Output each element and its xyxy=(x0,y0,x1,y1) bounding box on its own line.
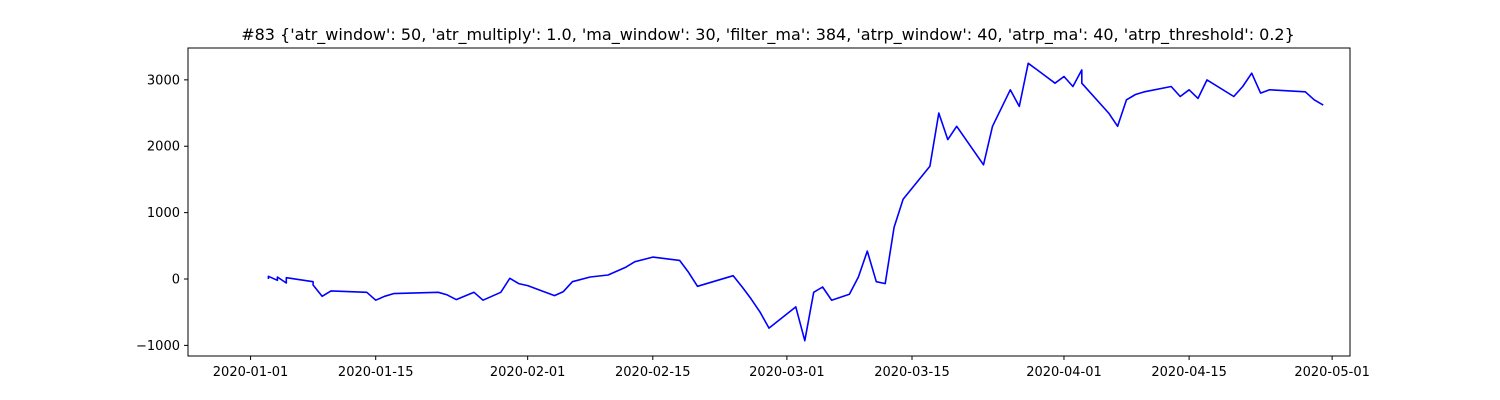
x-tick-label: 2020-05-01 xyxy=(1294,365,1370,380)
series-line-0 xyxy=(267,62,1324,342)
plot-frame xyxy=(187,47,1351,357)
x-tick-label: 2020-04-01 xyxy=(1026,365,1102,380)
chart-title: #83 {'atr_window': 50, 'atr_multiply': 1… xyxy=(241,25,1295,45)
y-tick-label: 3000 xyxy=(147,73,180,88)
y-axis: −1000 0 1000 2000 3000 xyxy=(136,73,188,354)
x-tick-label: 2020-01-15 xyxy=(338,365,414,380)
x-tick-label: 2020-01-01 xyxy=(213,365,289,380)
y-tick-label: 0 xyxy=(172,273,180,288)
x-tick-label: 2020-02-15 xyxy=(615,365,691,380)
x-tick-label: 2020-03-15 xyxy=(874,365,950,380)
y-tick-label: −1000 xyxy=(136,339,180,354)
y-tick-label: 1000 xyxy=(147,206,180,221)
x-axis: 2020-01-01 2020-01-15 2020-02-01 2020-02-15… xyxy=(213,356,1370,380)
x-tick-label: 2020-03-01 xyxy=(749,365,825,380)
x-tick-label: 2020-04-15 xyxy=(1151,365,1227,380)
series-layer xyxy=(267,62,1324,342)
x-tick-label: 2020-02-01 xyxy=(490,365,566,380)
y-tick-label: 2000 xyxy=(147,140,180,155)
